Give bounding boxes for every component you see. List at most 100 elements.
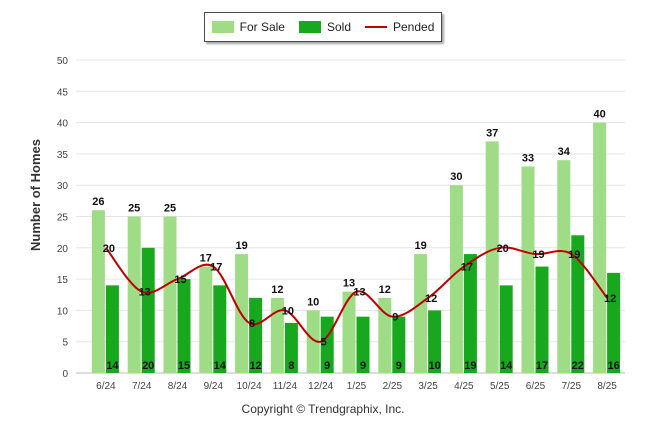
x-tick-label: 7/25: [562, 381, 582, 392]
bar-for-sale[interactable]: [414, 254, 428, 373]
data-label-sold: 20: [142, 360, 154, 372]
data-label-pended: 5: [321, 337, 327, 349]
data-label-for-sale: 37: [486, 127, 498, 139]
data-label-pended: 19: [532, 249, 544, 261]
legend: For Sale Sold Pended: [204, 12, 442, 42]
bars: [91, 122, 621, 374]
bar-for-sale[interactable]: [127, 216, 141, 374]
bar-for-sale[interactable]: [521, 166, 535, 373]
y-tick-label: 40: [57, 119, 69, 130]
data-label-for-sale: 12: [379, 284, 391, 296]
legend-label-sold: Sold: [326, 20, 351, 34]
pended-swatch: [365, 26, 387, 28]
x-tick-label: 12/24: [308, 381, 333, 392]
pended-line: [105, 246, 608, 343]
data-label-sold: 14: [106, 360, 119, 372]
data-label-sold: 8: [288, 360, 294, 372]
legend-label-pended: Pended: [393, 20, 435, 34]
data-label-for-sale: 33: [522, 152, 534, 164]
bar-for-sale[interactable]: [199, 266, 213, 373]
y-tick-label: 35: [57, 150, 69, 161]
data-label-pended: 8: [249, 318, 255, 330]
data-label-pended: 20: [103, 243, 115, 255]
y-tick-label: 10: [57, 306, 69, 317]
data-label-sold: 14: [500, 360, 513, 372]
data-label-for-sale: 40: [593, 109, 605, 121]
data-label-pended: 12: [604, 293, 616, 305]
bar-sold[interactable]: [499, 285, 513, 373]
bar-for-sale[interactable]: [557, 160, 571, 373]
bar-sold[interactable]: [356, 316, 370, 373]
bar-sold[interactable]: [607, 272, 621, 373]
data-label-pended: 15: [174, 274, 186, 286]
bar-for-sale[interactable]: [91, 210, 105, 373]
data-label-for-sale: 19: [235, 240, 247, 252]
y-tick-label: 15: [57, 275, 69, 286]
x-tick-labels: 6/24 7/24 8/24 9/24 10/24 11/24 12/24 1/25 2/25 3…: [96, 381, 617, 392]
data-label-for-sale: 19: [414, 240, 426, 252]
bar-for-sale[interactable]: [306, 310, 320, 373]
legend-item-pended[interactable]: Pended: [365, 20, 434, 34]
bar-sold[interactable]: [428, 310, 442, 373]
data-label-pended: 12: [425, 293, 437, 305]
x-tick-label: 6/25: [526, 381, 546, 392]
bar-sold[interactable]: [249, 297, 263, 373]
bar-for-sale[interactable]: [163, 216, 177, 374]
bar-sold[interactable]: [535, 266, 549, 373]
bar-for-sale[interactable]: [485, 141, 499, 373]
bar-sold[interactable]: [177, 279, 191, 373]
data-label-for-sale: 12: [271, 284, 283, 296]
bar-sold[interactable]: [463, 254, 477, 373]
x-tick-label: 4/25: [454, 381, 474, 392]
x-tick-label: 8/24: [168, 381, 188, 392]
data-labels: 26 14 20 25 20 13 25 15 15 17 14 17 19 12 8 12 8 10 10 9 5 13…: [92, 109, 619, 372]
data-label-sold: 17: [536, 360, 548, 372]
bar-sold[interactable]: [105, 285, 119, 373]
x-tick-label: 8/25: [597, 381, 617, 392]
data-label-pended: 13: [139, 287, 151, 299]
y-tick-label: 25: [57, 213, 69, 224]
y-tick-label: 0: [62, 369, 68, 380]
x-tick-label: 3/25: [418, 381, 438, 392]
data-label-for-sale: 10: [307, 296, 319, 308]
x-tick-label: 9/24: [204, 381, 224, 392]
bar-for-sale[interactable]: [449, 185, 463, 373]
x-tick-label: 6/24: [96, 381, 116, 392]
data-label-pended: 9: [392, 312, 398, 324]
legend-item-sold[interactable]: Sold: [298, 20, 351, 34]
x-tick-label: 5/25: [490, 381, 510, 392]
bar-for-sale[interactable]: [342, 291, 356, 373]
sold-swatch: [298, 21, 321, 33]
x-tick-label: 10/24: [237, 381, 262, 392]
bar-sold[interactable]: [213, 285, 227, 373]
data-label-pended: 13: [353, 287, 365, 299]
y-tick-label: 45: [57, 87, 69, 98]
data-label-for-sale: 26: [92, 196, 104, 208]
data-label-sold: 9: [396, 360, 402, 372]
bar-sold[interactable]: [141, 247, 155, 373]
data-label-pended: 19: [568, 249, 580, 261]
data-label-sold: 19: [464, 360, 476, 372]
y-tick-label: 5: [62, 338, 68, 349]
pended-series-line[interactable]: [105, 246, 608, 343]
bar-for-sale[interactable]: [378, 297, 392, 373]
data-label-sold: 14: [214, 360, 227, 372]
data-label-sold: 9: [324, 360, 330, 372]
bar-for-sale[interactable]: [270, 297, 284, 373]
bar-for-sale[interactable]: [593, 122, 607, 373]
legend-label-for-sale: For Sale: [239, 20, 285, 34]
data-label-pended: 17: [461, 262, 473, 274]
data-label-sold: 9: [360, 360, 366, 372]
legend-item-for-sale[interactable]: For Sale: [211, 20, 285, 34]
x-tick-label: 2/25: [383, 381, 403, 392]
data-label-for-sale: 34: [558, 146, 571, 158]
data-label-sold: 10: [428, 360, 440, 372]
bar-sold[interactable]: [284, 322, 298, 373]
x-tick-label: 1/25: [347, 381, 367, 392]
bar-sold[interactable]: [571, 235, 585, 373]
data-label-for-sale: 13: [343, 278, 355, 290]
data-label-for-sale: 17: [200, 253, 212, 265]
x-tick-label: 11/24: [273, 381, 298, 392]
bar-sold[interactable]: [392, 316, 406, 373]
